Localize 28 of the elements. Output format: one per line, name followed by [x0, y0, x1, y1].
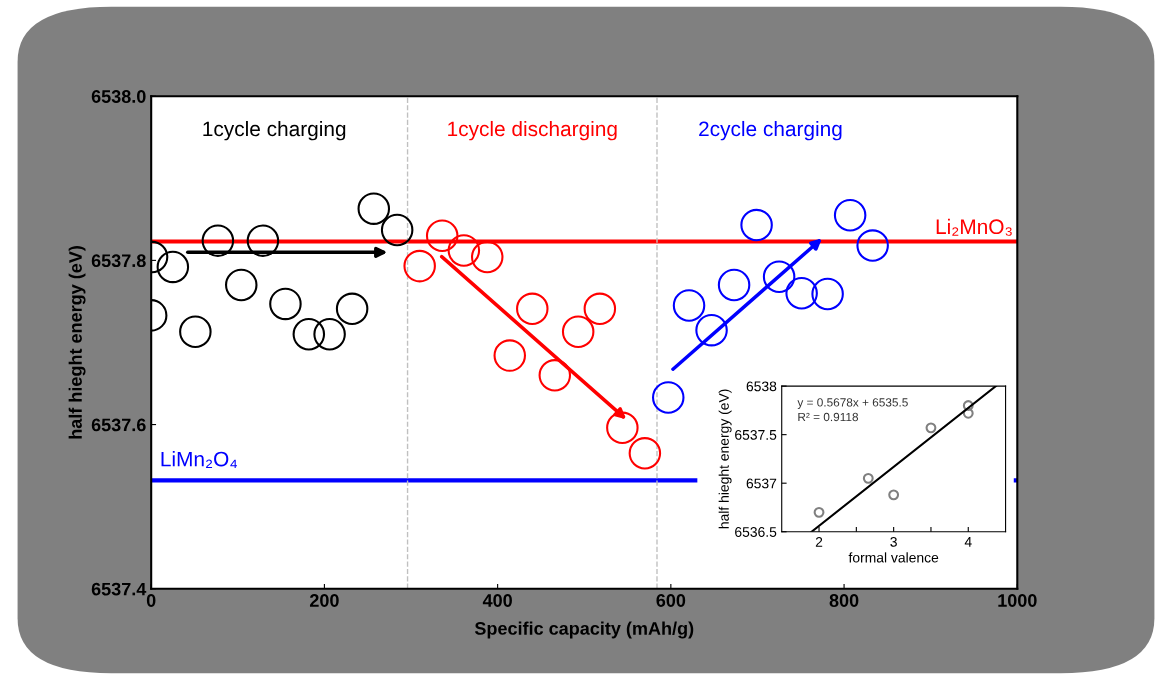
y-tick-label: 6538.0: [91, 90, 146, 103]
y-tick-label: 6537.6: [91, 418, 146, 432]
y-axis-title: half hieght energy (eV): [68, 246, 86, 439]
y-tick-label: 6536.5: [735, 527, 777, 537]
y-tick-label: 6537.4: [91, 582, 147, 596]
x-tick-label: 1000: [998, 594, 1037, 607]
x-tick-label: 0: [146, 594, 156, 607]
text: 1cycle discharging: [448, 120, 617, 141]
text: 1cycle charging: [203, 120, 346, 141]
x-tick-label: 3: [890, 536, 897, 547]
y-tick-label: 6537: [746, 478, 777, 489]
x-tick-label: 600: [656, 594, 686, 607]
y-axis-title: half hieght energy (eV): [718, 389, 732, 529]
ref-line-label: LiMn₂O₄: [161, 451, 237, 468]
annotation: y = 0.5678x + 6535.5: [797, 398, 908, 409]
x-axis-title: formal valence: [848, 552, 939, 563]
y-tick-label: 6537.8: [91, 254, 146, 268]
y-tick-label: 6538: [746, 381, 777, 392]
x-tick-label: 200: [309, 594, 339, 607]
x-tick-label: 400: [482, 594, 512, 607]
ref-line-label: Li₂MnO₃: [936, 218, 1012, 236]
x-axis-title: Specific capacity (mAh/g): [474, 621, 694, 639]
annotation: R² = 0.9118: [798, 412, 859, 422]
y-tick-label: 6537.5: [735, 429, 777, 440]
text: 2cycle charging: [699, 120, 842, 141]
x-tick-label: 2: [815, 536, 823, 547]
x-tick-label: 800: [829, 594, 859, 607]
x-tick-label: 4: [964, 537, 972, 547]
